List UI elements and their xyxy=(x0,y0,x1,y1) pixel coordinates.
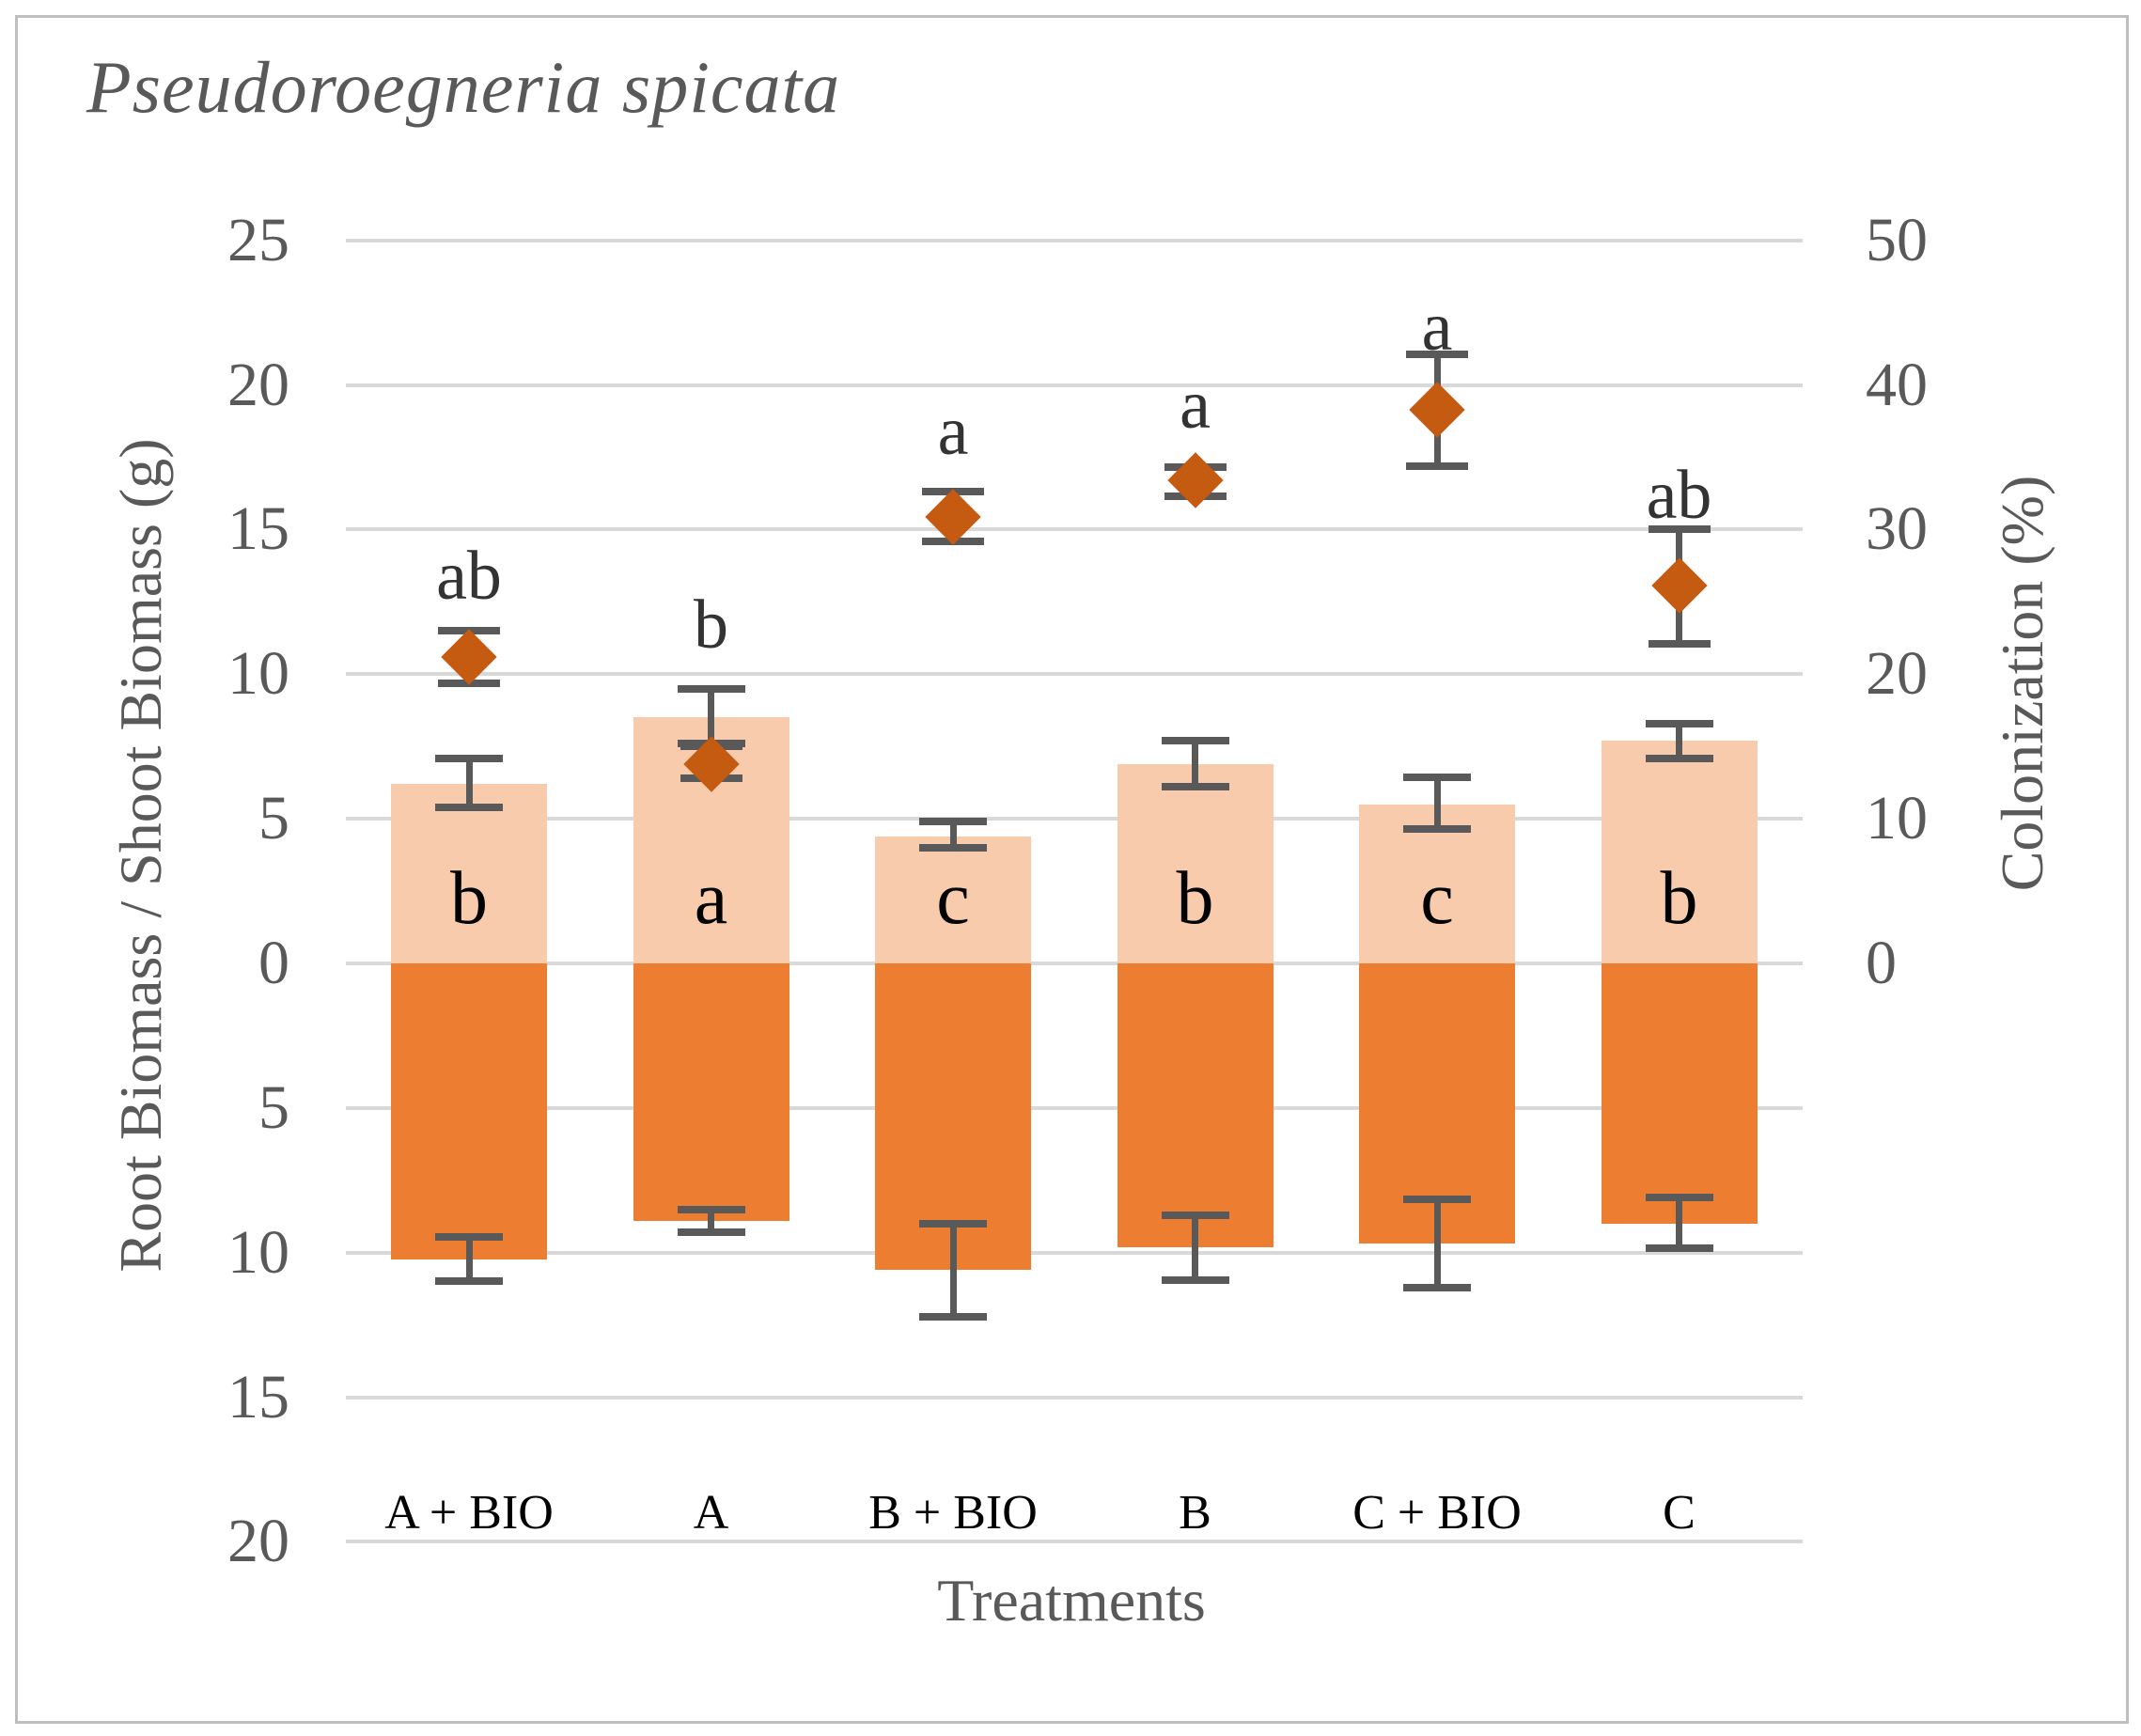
error-bar-line xyxy=(465,758,473,807)
error-bar-cap-top xyxy=(1161,737,1229,745)
error-bar-cap-top xyxy=(1648,525,1711,534)
error-bar-cap-top xyxy=(677,1205,745,1213)
root-biomass-bar xyxy=(1117,963,1274,1247)
error-bar-line xyxy=(1676,1197,1682,1249)
left-axis-tick-label: 5 xyxy=(258,1072,289,1142)
colonization-significance-letter: ab xyxy=(436,537,502,615)
error-bar-cap-top xyxy=(435,1232,503,1241)
chart-title: Pseudoroegneria spicata xyxy=(86,46,841,128)
error-bar-cap-bottom xyxy=(1161,1275,1229,1284)
left-axis-tick-label: 10 xyxy=(227,639,289,709)
shoot-biomass-bar xyxy=(1117,763,1274,963)
gridline xyxy=(346,1540,1803,1544)
shoot-biomass-bar xyxy=(1601,741,1758,963)
root-biomass-bar xyxy=(391,963,547,1260)
shoot-significance-letter: a xyxy=(694,857,728,941)
category-label: C + BIO xyxy=(1352,1486,1522,1540)
error-bar-cap-bottom xyxy=(1406,461,1468,470)
left-axis-tick-label: 15 xyxy=(227,494,289,564)
error-bar-cap-bottom xyxy=(919,1313,987,1321)
right-axis-tick-label: 40 xyxy=(1866,350,1928,419)
gridline xyxy=(346,1250,1803,1255)
shoot-significance-letter: b xyxy=(450,857,488,941)
error-bar-cap-top xyxy=(919,1219,987,1228)
error-bar-cap-top xyxy=(1403,773,1471,781)
error-bar-cap-bottom xyxy=(1161,783,1229,791)
error-bar-cap-bottom xyxy=(1648,639,1711,648)
root-biomass-bar xyxy=(1601,963,1758,1224)
colonization-significance-letter: b xyxy=(694,586,728,665)
gridline xyxy=(346,527,1803,532)
shoot-biomass-bar xyxy=(391,784,547,963)
error-bar-cap-top xyxy=(919,818,987,826)
category-label: B xyxy=(1179,1486,1211,1540)
error-bar-cap-bottom xyxy=(1403,1283,1471,1291)
gridline xyxy=(346,238,1803,242)
right-axis-title: Colonization (%) xyxy=(1989,475,2055,892)
shoot-biomass-bar xyxy=(875,836,1031,963)
error-bar-line xyxy=(708,688,714,744)
error-bar-cap-bottom xyxy=(1645,754,1713,762)
right-axis-tick-label: 20 xyxy=(1866,639,1928,709)
left-axis-tick-label: 25 xyxy=(227,205,289,274)
right-axis-tick-label: 10 xyxy=(1866,784,1928,853)
error-bar-cap-top xyxy=(677,684,745,693)
left-axis-tick-label: 0 xyxy=(258,929,289,997)
root-biomass-bar xyxy=(633,963,789,1221)
error-bar-cap-bottom xyxy=(1645,1244,1713,1253)
left-axis-tick-label: 10 xyxy=(227,1217,289,1287)
error-bar-line xyxy=(949,1223,957,1317)
x-axis-title: Treatments xyxy=(937,1567,1206,1634)
shoot-significance-letter: c xyxy=(936,857,970,941)
root-biomass-bar xyxy=(875,963,1031,1271)
error-bar-line xyxy=(708,1209,714,1233)
category-label: C xyxy=(1663,1486,1696,1540)
error-bar-line xyxy=(1433,776,1441,829)
error-bar-cap-bottom xyxy=(435,803,503,811)
error-bar-cap-bottom xyxy=(919,843,987,852)
error-bar-cap-bottom xyxy=(1403,824,1471,833)
error-bar-line xyxy=(1192,741,1198,788)
error-bar-line xyxy=(1676,723,1682,759)
left-axis-tick-label: 5 xyxy=(258,784,289,853)
right-axis-tick-label: 50 xyxy=(1866,205,1928,274)
error-bar-cap-top xyxy=(1645,719,1713,727)
figure-border xyxy=(15,15,2129,1724)
error-bar-cap-top xyxy=(1645,1194,1713,1202)
right-axis-tick-label: 0 xyxy=(1866,929,1897,997)
error-bar-cap-top xyxy=(435,754,503,762)
error-bar-cap-top xyxy=(1406,351,1468,359)
shoot-significance-letter: c xyxy=(1420,857,1454,941)
colonization-significance-letter: a xyxy=(1180,367,1211,445)
shoot-significance-letter: b xyxy=(1176,857,1214,941)
gridline xyxy=(346,1105,1803,1110)
error-bar-cap-top xyxy=(1403,1195,1471,1203)
left-axis-tick-label: 20 xyxy=(227,350,289,419)
error-bar-cap-bottom xyxy=(435,1277,503,1286)
error-bar-line xyxy=(465,1236,473,1282)
shoot-significance-letter: b xyxy=(1660,857,1698,941)
right-axis-tick-label: 30 xyxy=(1866,494,1928,564)
category-label: B + BIO xyxy=(868,1486,1038,1540)
category-label: A xyxy=(693,1486,729,1540)
gridline xyxy=(346,962,1803,965)
colonization-significance-letter: a xyxy=(1421,289,1453,367)
left-axis-tick-label: 15 xyxy=(227,1362,289,1431)
colonization-significance-letter: a xyxy=(937,392,969,470)
gridline xyxy=(346,383,1803,387)
error-bar-line xyxy=(1192,1214,1198,1280)
error-bar-cap-bottom xyxy=(677,1228,745,1237)
gridline xyxy=(346,672,1803,677)
left-axis-tick-label: 20 xyxy=(227,1507,289,1576)
colonization-significance-letter: ab xyxy=(1646,456,1712,534)
category-label: A + BIO xyxy=(384,1486,554,1540)
gridline xyxy=(346,817,1803,821)
gridline xyxy=(346,1395,1803,1400)
error-bar-line xyxy=(1433,1198,1441,1288)
error-bar-cap-top xyxy=(1161,1211,1229,1219)
error-bar-line xyxy=(949,821,957,848)
